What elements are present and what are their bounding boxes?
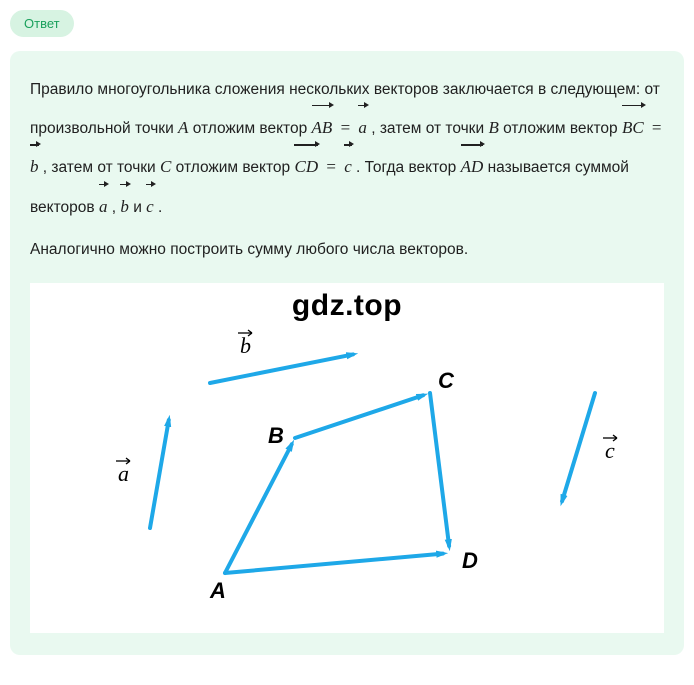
vector-diagram: a b c A B C D bbox=[30, 283, 670, 633]
text-final: Аналогично можно построить сумму любого … bbox=[30, 241, 468, 258]
text-seg: , затем от точки bbox=[367, 120, 489, 137]
vector-c: c bbox=[344, 146, 352, 185]
equals: = bbox=[332, 118, 358, 137]
equals: = bbox=[318, 157, 344, 176]
equals: = bbox=[644, 118, 666, 137]
vector-b: b bbox=[30, 146, 39, 185]
svg-text:a: a bbox=[118, 461, 129, 486]
point-B: B bbox=[488, 118, 498, 137]
text-seg: , затем от точки bbox=[39, 159, 161, 176]
svg-text:b: b bbox=[240, 333, 251, 358]
diagram-figure: gdz.top a b c A B C D bbox=[30, 283, 664, 633]
vector-b2: b bbox=[120, 186, 129, 225]
text-seg: . Тогда вектор bbox=[352, 159, 461, 176]
text-seg: и bbox=[129, 199, 146, 216]
svg-text:c: c bbox=[605, 438, 615, 463]
svg-text:A: A bbox=[209, 578, 226, 603]
point-C: C bbox=[160, 157, 171, 176]
vector-a: a bbox=[358, 107, 367, 146]
text-seg: отложим вектор bbox=[499, 120, 622, 137]
answer-card: Правило многоугольника сложения нескольк… bbox=[10, 51, 684, 655]
explanation-text: Правило многоугольника сложения нескольк… bbox=[30, 73, 664, 267]
svg-text:C: C bbox=[438, 368, 455, 393]
svg-text:B: B bbox=[268, 423, 284, 448]
svg-text:D: D bbox=[462, 548, 478, 573]
vector-c2: c bbox=[146, 186, 154, 225]
vector-CD: CD bbox=[294, 146, 318, 185]
vector-a2: a bbox=[99, 186, 108, 225]
vector-AD: AD bbox=[461, 146, 484, 185]
text-seg: , bbox=[107, 199, 120, 216]
text-seg: отложим вектор bbox=[171, 159, 294, 176]
text-seg: отложим вектор bbox=[188, 120, 311, 137]
text-seg: . bbox=[154, 199, 163, 216]
vector-BC: BC bbox=[622, 107, 644, 146]
point-A: A bbox=[178, 118, 188, 137]
watermark: gdz.top bbox=[292, 289, 402, 323]
answer-badge: Ответ bbox=[10, 10, 74, 37]
